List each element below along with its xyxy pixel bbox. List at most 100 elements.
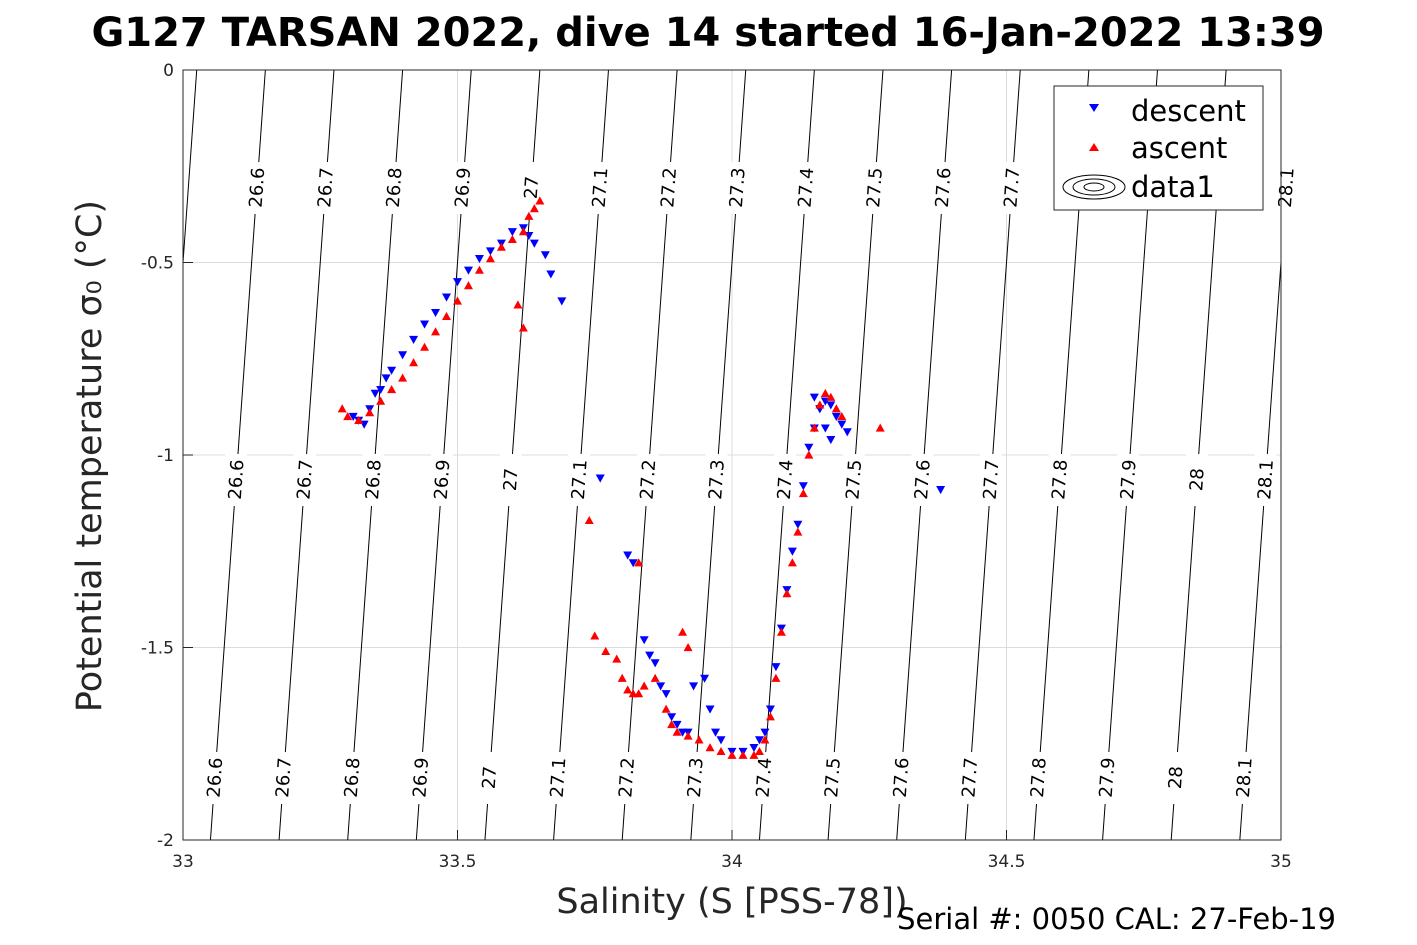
contour-label: 27.2 [637, 459, 661, 500]
ascent-point [738, 750, 748, 759]
ascent-point [793, 527, 803, 536]
contour-label: 26.8 [383, 167, 407, 208]
contour-label-bg [1048, 454, 1071, 506]
ascent-point [634, 558, 644, 567]
ascent-point [683, 643, 693, 652]
contour-label-bg [958, 752, 981, 804]
ascent-point [431, 327, 441, 336]
contour-label-bg [1254, 454, 1277, 506]
descent-point [348, 412, 358, 421]
ascent-point [529, 204, 539, 213]
contour-label: 27.3 [684, 757, 708, 798]
contour-label-bg [794, 162, 817, 214]
descent-point [557, 297, 567, 306]
descent-point [442, 293, 452, 302]
descent-point [529, 239, 539, 248]
legend-box [1053, 85, 1264, 211]
ascent-point [765, 712, 775, 721]
x-tick-label: 34.5 [988, 852, 1026, 872]
descent-point [749, 744, 759, 753]
contour-label-bg [1164, 752, 1187, 804]
contour-label-bg [705, 454, 728, 506]
descent-point [711, 728, 721, 737]
descent-point [595, 474, 605, 483]
contour-label-bg [520, 162, 543, 214]
contour-label: 27.7 [980, 459, 1004, 500]
descent-point [936, 486, 946, 495]
contour-label-bg [752, 752, 775, 804]
ascent-point [705, 743, 715, 752]
contour-label-bg [726, 162, 749, 214]
descent-point [376, 385, 386, 395]
contour-label-bg [932, 162, 955, 214]
ascent-point [398, 373, 408, 382]
data-markers [337, 196, 946, 759]
contour-label: 27.1 [547, 757, 571, 798]
descent-point [639, 636, 649, 645]
ascent-point [518, 323, 528, 332]
contour-label: 26.9 [409, 757, 433, 798]
ascent-point [776, 627, 786, 636]
descent-point [771, 663, 781, 672]
ascent-point [661, 704, 671, 713]
descent-point [387, 366, 397, 375]
contour-label: 26.9 [431, 459, 455, 500]
y-tick-label: -0.5 [141, 254, 174, 274]
ascent-point [754, 746, 764, 756]
contour-label: 27.5 [863, 167, 887, 208]
x-tick-label: 33 [172, 852, 194, 872]
descent-point [787, 547, 797, 556]
contour-label-bg [842, 454, 865, 506]
ascent-point [524, 211, 534, 220]
density-contour-line [183, 70, 198, 270]
contour-label-bg [245, 162, 268, 214]
descent-point [661, 690, 671, 699]
descent-point [831, 412, 841, 421]
legend-ascent-label: ascent [1131, 131, 1227, 165]
ascent-point [804, 450, 814, 459]
contour-label: 27.5 [842, 459, 866, 500]
contour-label: 27.3 [726, 167, 750, 208]
contour-label-bg [341, 752, 364, 804]
descent-point [623, 551, 633, 560]
descent-point [656, 682, 666, 691]
contour-label: 28.1 [1233, 757, 1257, 798]
ascent-point [337, 404, 347, 413]
descent-point [689, 682, 699, 691]
ascent-point [634, 689, 644, 698]
ascent-point [474, 265, 484, 274]
ascent-point [601, 646, 611, 655]
contour-label: 27.3 [705, 459, 729, 500]
contour-label: 28 [1186, 467, 1209, 491]
descent-point [809, 393, 819, 402]
descent-point [431, 308, 441, 318]
contour-label-bg [1117, 454, 1140, 506]
contour-label: 27.1 [568, 459, 592, 500]
ascent-point [442, 311, 452, 320]
contour-label-bg [293, 454, 316, 506]
contour-label-bg [362, 454, 385, 506]
density-contour-labels: 26.6 26.7 26.8 26.9 27 27.1 27.2 27.3 27.4 27.5 27… [204, 162, 1299, 804]
contour-label: 27 [479, 765, 502, 789]
legend-data1-label: data1 [1131, 170, 1215, 204]
descent-point [798, 482, 808, 491]
ascent-point [535, 196, 545, 205]
ascent-point [617, 673, 627, 682]
descent-point [420, 320, 430, 329]
descent-point [705, 705, 715, 714]
ascent-point [354, 415, 364, 424]
contour-label-bg [546, 752, 569, 804]
contour-label-bg [589, 162, 612, 214]
ascent-point [518, 227, 528, 236]
ascent-point [376, 396, 386, 405]
ascent-point [760, 735, 770, 744]
ascent-point [453, 296, 462, 305]
descent-point [837, 420, 847, 429]
ascent-point [749, 750, 759, 759]
legend-ascent-marker [1089, 143, 1099, 151]
ascent-point [365, 408, 375, 417]
contour-label-bg [657, 162, 680, 214]
contour-label: 27.6 [911, 459, 935, 500]
descent-point [700, 674, 710, 683]
contour-label: 27.2 [615, 757, 639, 798]
